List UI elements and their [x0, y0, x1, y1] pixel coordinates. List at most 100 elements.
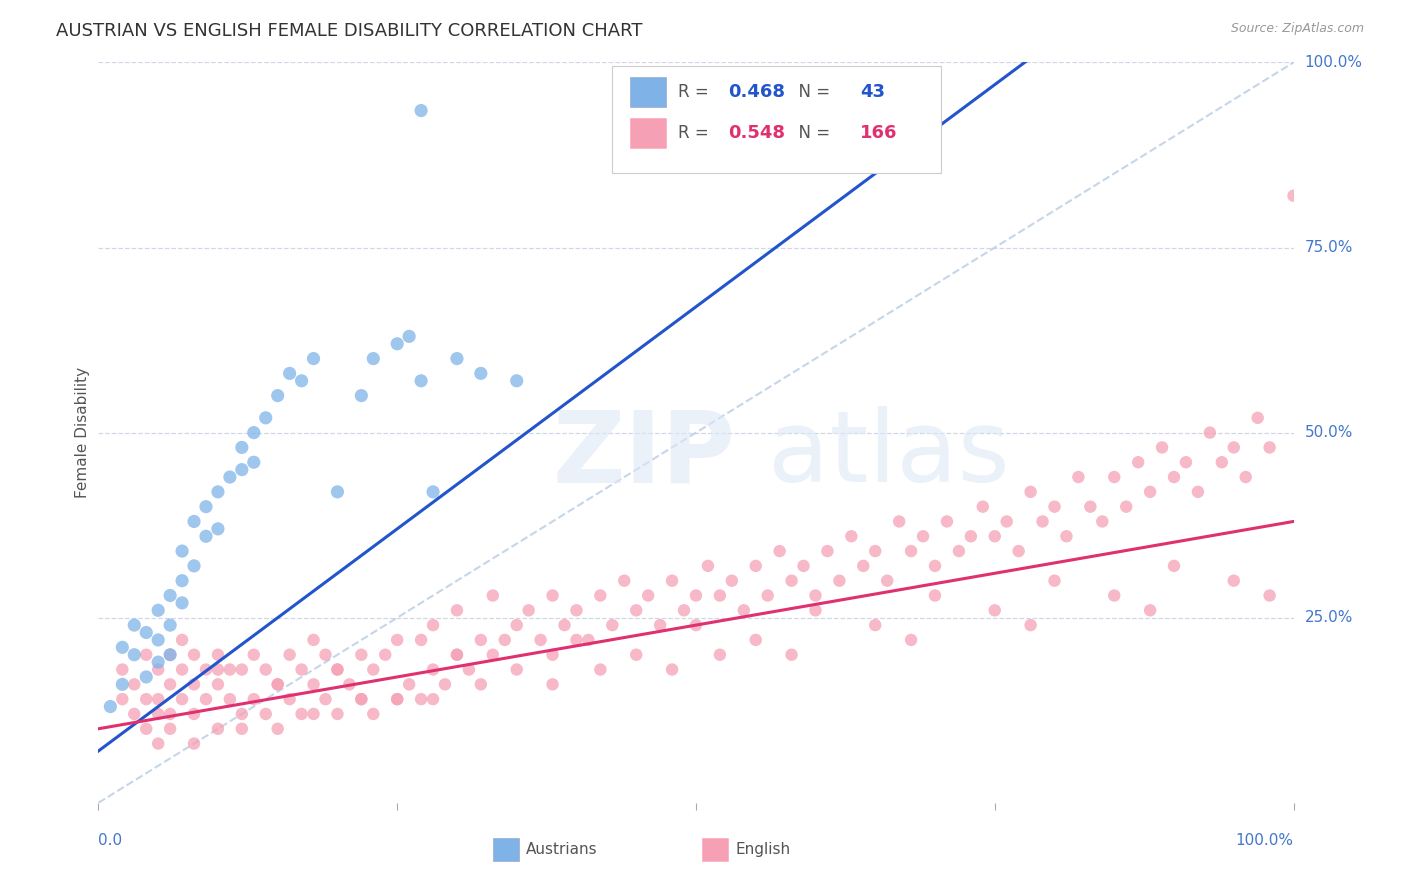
- Point: [219, 470, 242, 484]
- Point: [135, 722, 157, 736]
- Point: [267, 677, 290, 691]
- Text: 0.468: 0.468: [728, 83, 785, 101]
- Point: [326, 663, 349, 677]
- Point: [876, 574, 898, 588]
- Point: [841, 529, 863, 543]
- Point: [302, 706, 325, 721]
- Point: [422, 484, 444, 499]
- Point: [350, 692, 373, 706]
- Point: [506, 663, 529, 677]
- Text: Source: ZipAtlas.com: Source: ZipAtlas.com: [1230, 22, 1364, 36]
- Point: [1115, 500, 1137, 514]
- Point: [780, 574, 803, 588]
- Point: [398, 677, 420, 691]
- Point: [411, 632, 433, 647]
- Point: [124, 648, 146, 662]
- Point: [172, 544, 194, 558]
- Text: 100.0%: 100.0%: [1305, 55, 1362, 70]
- Point: [148, 706, 170, 721]
- Point: [231, 663, 253, 677]
- Point: [172, 574, 194, 588]
- Point: [207, 663, 229, 677]
- Point: [159, 618, 181, 632]
- Point: [326, 663, 349, 677]
- Point: [506, 374, 529, 388]
- Point: [385, 692, 409, 706]
- Point: [984, 603, 1007, 617]
- Point: [470, 677, 492, 691]
- Point: [637, 589, 659, 603]
- Point: [1104, 589, 1126, 603]
- Point: [1043, 500, 1066, 514]
- Point: [302, 351, 325, 366]
- Point: [541, 677, 564, 691]
- Point: [768, 544, 790, 558]
- Point: [1187, 484, 1209, 499]
- Point: [900, 544, 922, 558]
- Point: [278, 648, 301, 662]
- Point: [350, 388, 373, 402]
- Point: [960, 529, 983, 543]
- Bar: [630, 118, 666, 147]
- Point: [254, 706, 277, 721]
- Point: [135, 648, 157, 662]
- Point: [195, 692, 218, 706]
- Point: [804, 603, 827, 617]
- Point: [195, 663, 218, 677]
- Point: [422, 692, 444, 706]
- Text: 25.0%: 25.0%: [1305, 610, 1353, 625]
- Point: [470, 367, 492, 381]
- Point: [995, 515, 1018, 529]
- Point: [363, 351, 385, 366]
- Point: [231, 706, 253, 721]
- Point: [602, 618, 624, 632]
- Point: [135, 692, 157, 706]
- Point: [363, 706, 385, 721]
- Point: [1247, 410, 1270, 425]
- Text: 43: 43: [859, 83, 884, 101]
- Point: [1043, 574, 1066, 588]
- Point: [541, 589, 564, 603]
- Point: [1163, 470, 1185, 484]
- Point: [1163, 558, 1185, 573]
- Point: [1175, 455, 1198, 469]
- Point: [911, 529, 934, 543]
- Point: [411, 692, 433, 706]
- Text: 100.0%: 100.0%: [1236, 833, 1294, 848]
- Point: [481, 648, 505, 662]
- Text: Austrians: Austrians: [526, 842, 598, 857]
- FancyBboxPatch shape: [613, 66, 941, 173]
- Point: [685, 618, 707, 632]
- Point: [172, 596, 194, 610]
- Point: [1152, 441, 1174, 455]
- Point: [889, 515, 911, 529]
- Point: [231, 441, 253, 455]
- Y-axis label: Female Disability: Female Disability: [75, 367, 90, 499]
- Point: [231, 722, 253, 736]
- Point: [1258, 589, 1281, 603]
- Point: [207, 677, 229, 691]
- Point: [267, 388, 290, 402]
- Point: [207, 722, 229, 736]
- Point: [709, 589, 731, 603]
- Text: R =: R =: [678, 124, 714, 142]
- Point: [267, 722, 290, 736]
- Point: [756, 589, 779, 603]
- Point: [673, 603, 696, 617]
- Text: 0.0: 0.0: [98, 833, 122, 848]
- Point: [124, 706, 146, 721]
- Point: [411, 103, 433, 118]
- Point: [685, 589, 707, 603]
- Point: [254, 410, 277, 425]
- Point: [148, 603, 170, 617]
- Point: [350, 692, 373, 706]
- Point: [745, 558, 768, 573]
- Point: [291, 663, 314, 677]
- Point: [565, 632, 588, 647]
- Point: [1258, 441, 1281, 455]
- Text: N =: N =: [787, 83, 835, 101]
- Point: [697, 558, 720, 573]
- Point: [159, 706, 181, 721]
- Point: [589, 663, 612, 677]
- Point: [302, 632, 325, 647]
